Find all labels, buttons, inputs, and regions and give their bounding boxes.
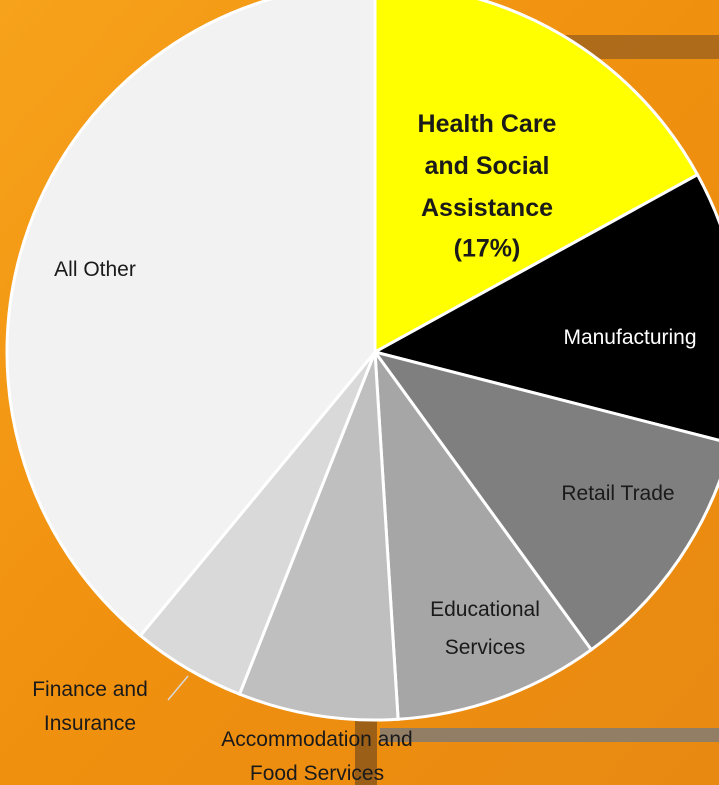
slice-label: All Other: [54, 258, 136, 281]
pie-slice: [5, 0, 377, 638]
pie-slice: [371, 349, 719, 652]
pie: [5, 0, 719, 722]
slice-label: Retail Trade: [561, 482, 674, 505]
slice-label: Finance and Insurance: [32, 678, 148, 735]
labels: Health Care and Social Assistance (17%) Manu…: [32, 110, 696, 785]
pie-slice: [373, 0, 700, 355]
slice-label: Health Care and Social Assistance: [418, 110, 557, 222]
background-bar: [380, 728, 719, 742]
pie-slice: [373, 346, 594, 721]
pie-slice: [237, 351, 400, 722]
slice-label: Educational Services: [430, 598, 540, 659]
leader-line: [167, 675, 189, 701]
value-label: (17%): [454, 235, 521, 263]
slice-label: Accommodation and Food Services: [221, 728, 412, 785]
slice-label: Manufacturing: [563, 326, 696, 349]
